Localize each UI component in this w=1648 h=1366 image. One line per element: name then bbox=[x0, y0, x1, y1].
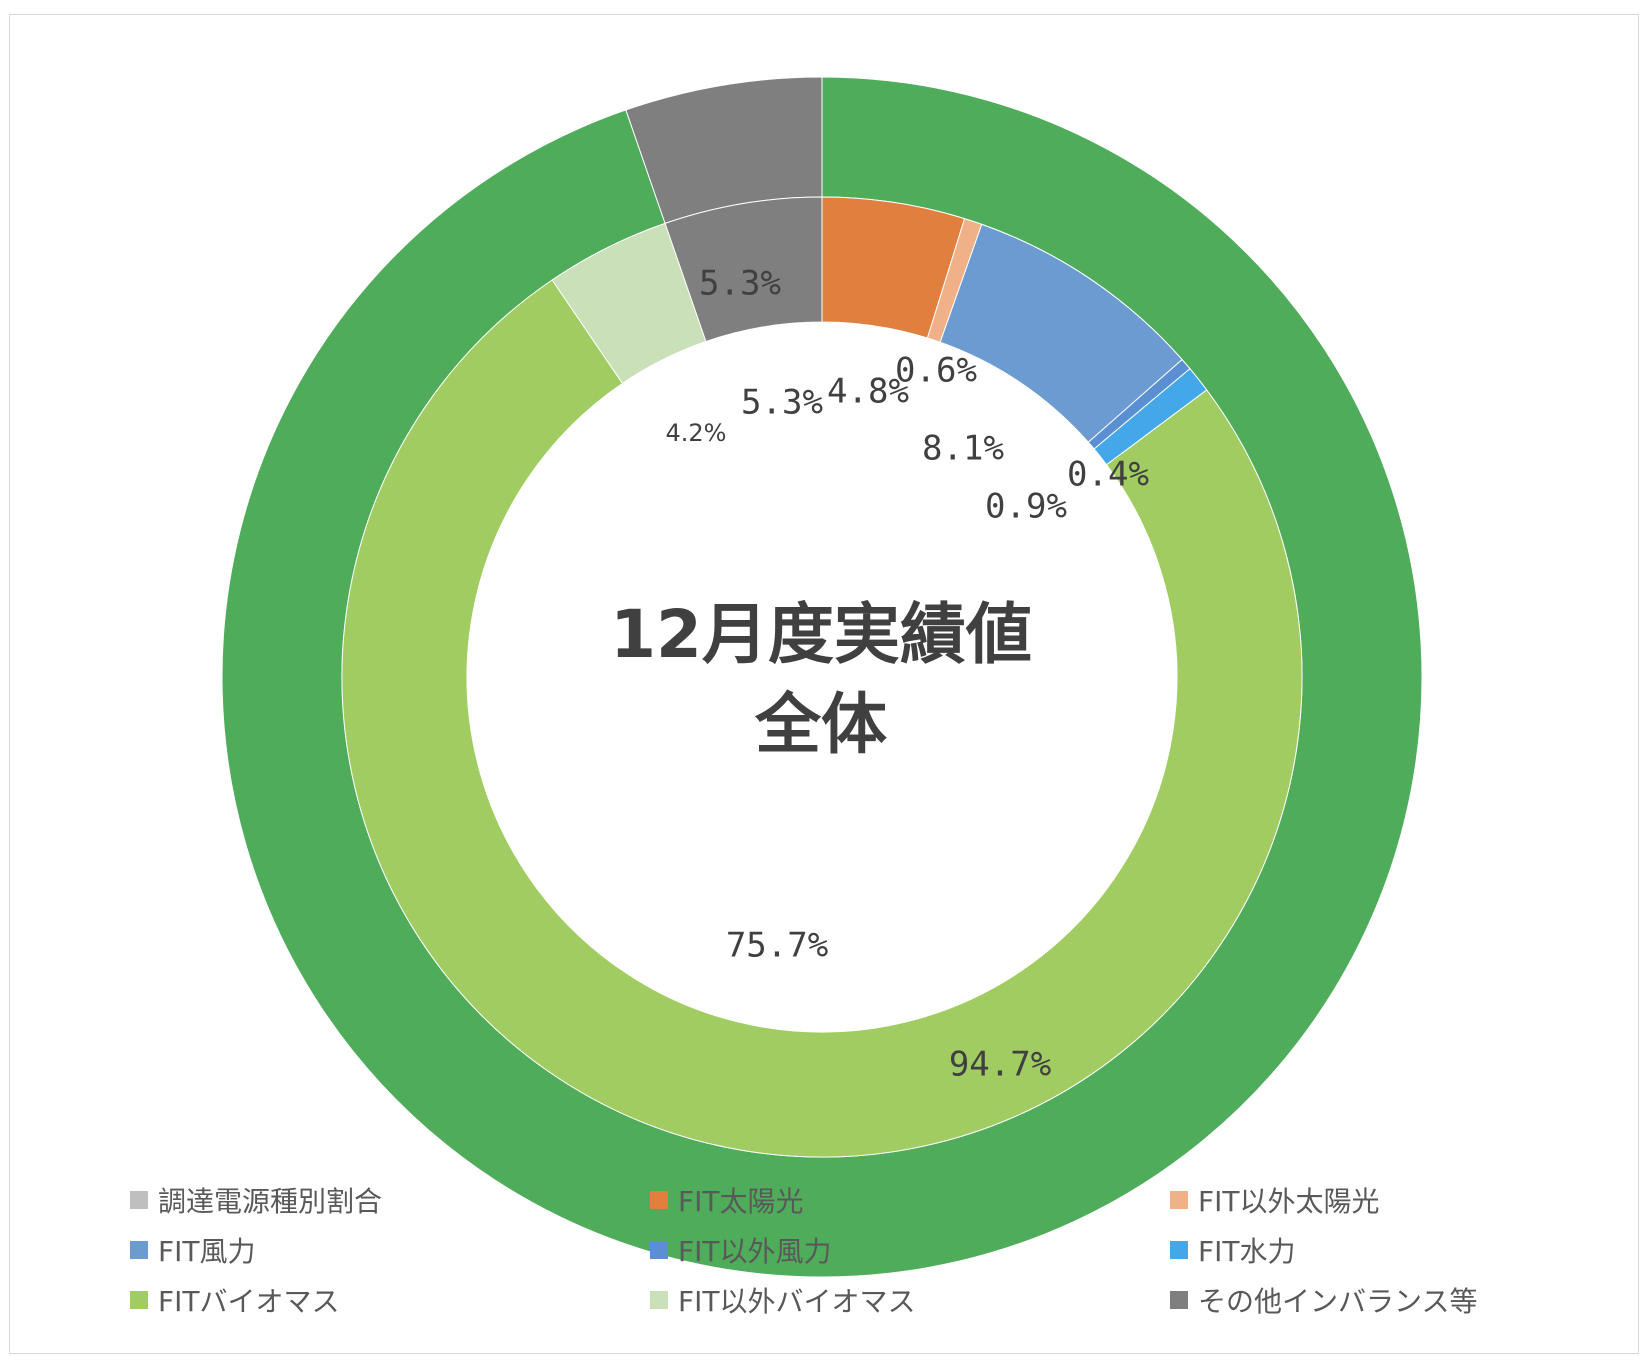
legend-swatch-4 bbox=[650, 1241, 668, 1259]
legend-label-8: その他インバランス等 bbox=[1198, 1285, 1478, 1318]
legend-swatch-0 bbox=[130, 1191, 148, 1209]
legend-swatch-5 bbox=[1170, 1241, 1188, 1259]
legend-swatch-8 bbox=[1170, 1291, 1188, 1309]
outer-slice-label-1: 5.3% bbox=[699, 264, 781, 304]
chart-title-block: 12月度実績値 全体 bbox=[561, 590, 1081, 770]
outer-slice-label-0: 94.7% bbox=[949, 1045, 1051, 1085]
legend-label-4: FIT以外風力 bbox=[678, 1235, 832, 1268]
legend-item-7: FIT以外バイオマス bbox=[650, 1280, 915, 1320]
inner-slice-label-6: 4.2% bbox=[666, 419, 727, 447]
inner-slice-label-2: 8.1% bbox=[922, 429, 1004, 469]
legend-item-2: FIT以外太陽光 bbox=[1170, 1180, 1379, 1220]
chart-title: 12月度実績値 bbox=[610, 596, 1032, 673]
legend-item-8: その他インバランス等 bbox=[1170, 1280, 1477, 1320]
legend-item-1: FIT太陽光 bbox=[650, 1180, 803, 1220]
inner-slice-label-1: 0.6% bbox=[895, 351, 977, 391]
legend-swatch-2 bbox=[1170, 1191, 1188, 1209]
inner-slice-label-0: 4.8% bbox=[827, 372, 909, 412]
legend-swatch-6 bbox=[130, 1291, 148, 1309]
legend-label-7: FIT以外バイオマス bbox=[678, 1285, 916, 1318]
inner-slice-5 bbox=[341, 279, 1303, 1158]
legend-item-5: FIT水力 bbox=[1170, 1230, 1295, 1270]
legend-swatch-7 bbox=[650, 1291, 668, 1309]
inner-slice-label-4: 0.9% bbox=[985, 487, 1067, 527]
chart-legend: 調達電源種別割合 FIT太陽光 FIT以外太陽光 FIT風力 FIT以外風力 FIT水力 F… bbox=[130, 1180, 1570, 1340]
inner-slice-label-7: 5.3% bbox=[741, 383, 823, 423]
legend-item-4: FIT以外風力 bbox=[650, 1230, 831, 1270]
legend-label-2: FIT以外太陽光 bbox=[1198, 1185, 1380, 1218]
chart-subtitle: 全体 bbox=[755, 686, 887, 763]
legend-item-0: 調達電源種別割合 bbox=[130, 1180, 382, 1220]
legend-label-0: 調達電源種別割合 bbox=[158, 1185, 383, 1218]
legend-item-3: FIT風力 bbox=[130, 1230, 255, 1270]
inner-slice-7 bbox=[664, 196, 823, 343]
legend-label-1: FIT太陽光 bbox=[678, 1185, 804, 1218]
inner-slice-label-5: 75.7% bbox=[726, 926, 828, 966]
inner-slice-label-3: 0.4% bbox=[1067, 455, 1149, 495]
legend-label-6: FITバイオマス bbox=[158, 1285, 340, 1318]
legend-swatch-1 bbox=[650, 1191, 668, 1209]
legend-label-5: FIT水力 bbox=[1198, 1235, 1296, 1268]
legend-label-3: FIT風力 bbox=[158, 1235, 256, 1268]
legend-swatch-3 bbox=[130, 1241, 148, 1259]
legend-item-6: FITバイオマス bbox=[130, 1280, 339, 1320]
